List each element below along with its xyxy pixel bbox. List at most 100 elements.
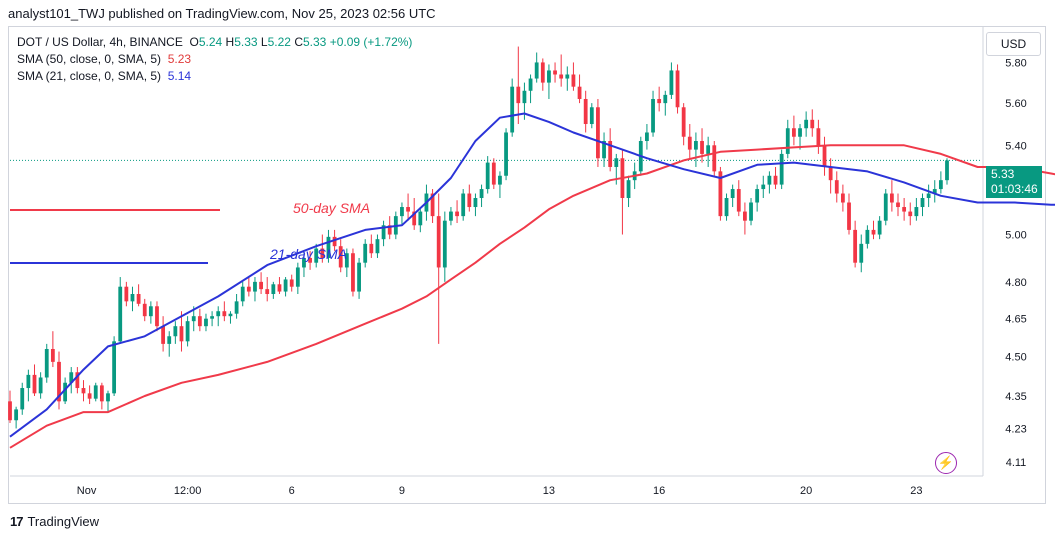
candle-up: [479, 189, 484, 199]
candle-up: [38, 377, 43, 394]
candle-down: [908, 211, 913, 217]
candle-up: [185, 321, 190, 342]
candle-up: [93, 385, 98, 399]
candle-up: [485, 162, 490, 190]
candle-up: [148, 306, 153, 317]
candle-down: [791, 128, 796, 137]
candle-down: [387, 225, 392, 235]
candle-down: [308, 257, 312, 263]
candle-up: [69, 372, 74, 383]
tradingview-brand: TradingView: [27, 514, 100, 529]
candle-down: [369, 243, 374, 254]
candle-down: [430, 193, 435, 217]
candle-up: [442, 220, 447, 268]
candle-down: [700, 141, 704, 154]
candle-down: [57, 361, 61, 402]
candle-down: [351, 253, 355, 292]
sma21-legend-row[interactable]: SMA (21, close, 0, SMA, 5) 5.14: [17, 68, 412, 85]
x-tick-label: Nov: [77, 485, 97, 497]
sma50-legend-row[interactable]: SMA (50, close, 0, SMA, 5) 5.23: [17, 51, 412, 68]
x-tick-label: 9: [399, 485, 405, 497]
candle-up: [344, 253, 349, 268]
candle-down: [99, 385, 104, 402]
sma50-annotation: 50-day SMA: [293, 200, 370, 216]
candle-down: [455, 211, 459, 217]
candle-down: [179, 326, 184, 342]
candle-up: [228, 313, 233, 317]
candle-down: [491, 162, 496, 185]
candle-up: [785, 128, 790, 154]
high-value: 5.33: [234, 35, 258, 49]
candle-up: [528, 78, 533, 91]
candle-up: [534, 62, 539, 79]
sma21-value: 5.14: [167, 69, 192, 83]
candle-down: [197, 316, 202, 327]
candle-up: [730, 189, 735, 199]
candle-down: [847, 202, 851, 230]
candle-up: [20, 388, 25, 410]
candle-up: [314, 248, 319, 263]
chart-frame[interactable]: [8, 26, 1046, 504]
candle-up: [473, 198, 478, 208]
open-label: O: [189, 35, 199, 49]
candle-up: [240, 286, 245, 302]
candle-down: [675, 70, 680, 108]
candle-up: [645, 132, 649, 142]
candle-down: [834, 180, 839, 194]
tradingview-footer[interactable]: 17 TradingView: [10, 514, 99, 529]
currency-button[interactable]: USD: [986, 32, 1041, 56]
candle-down: [822, 145, 827, 167]
candle-down: [889, 193, 894, 203]
candle-down: [320, 248, 325, 258]
candle-down: [743, 211, 747, 221]
candle-up: [234, 301, 239, 314]
candle-up: [400, 207, 404, 217]
candle-down: [222, 311, 227, 317]
y-tick-label: 5.80: [1005, 57, 1026, 69]
candle-down: [571, 74, 576, 87]
candle-down: [436, 216, 441, 268]
candle-down: [75, 372, 80, 389]
candle-down: [155, 306, 159, 327]
candle-up: [798, 128, 802, 137]
candle-up: [363, 243, 368, 263]
candle-up: [883, 193, 888, 221]
candle-up: [357, 262, 361, 292]
candle-up: [865, 229, 870, 244]
candle-up: [589, 107, 594, 125]
candle-down: [902, 207, 907, 212]
lightning-bolt-icon[interactable]: ⚡: [935, 452, 957, 474]
candle-up: [755, 189, 760, 203]
candle-up: [626, 180, 631, 199]
candle-down: [332, 236, 337, 247]
y-tick-label: 4.80: [1005, 277, 1026, 289]
y-tick-label: 4.11: [1006, 457, 1027, 469]
candle-up: [216, 311, 221, 317]
candle-up: [926, 193, 931, 199]
symbol-label: DOT / US Dollar, 4h, BINANCE: [17, 35, 183, 49]
candle-up: [706, 145, 711, 154]
candle-up: [302, 257, 306, 268]
candle-up: [914, 207, 919, 217]
candle-down: [516, 86, 521, 104]
candle-down: [583, 98, 588, 125]
candle-up: [26, 374, 31, 389]
y-tick-label: 4.23: [1005, 423, 1026, 435]
candle-up: [694, 141, 698, 150]
y-tick-label: 4.65: [1005, 314, 1026, 326]
candle-down: [259, 281, 263, 290]
ohlc-legend-row: DOT / US Dollar, 4h, BINANCE O5.24 H5.33…: [17, 34, 412, 51]
candle-up: [522, 90, 527, 104]
candle-down: [338, 246, 343, 268]
candle-up: [63, 382, 68, 402]
x-tick-label: 12:00: [174, 485, 202, 497]
y-tick-label: 4.50: [1005, 352, 1026, 364]
candle-up: [724, 198, 729, 217]
candle-up: [106, 393, 110, 402]
low-value: 5.22: [267, 35, 291, 49]
last-price-tag: 5.33 01:03:46: [986, 166, 1042, 198]
close-value: 5.33: [302, 35, 327, 49]
candle-up: [173, 326, 178, 337]
candle-up: [253, 281, 257, 292]
